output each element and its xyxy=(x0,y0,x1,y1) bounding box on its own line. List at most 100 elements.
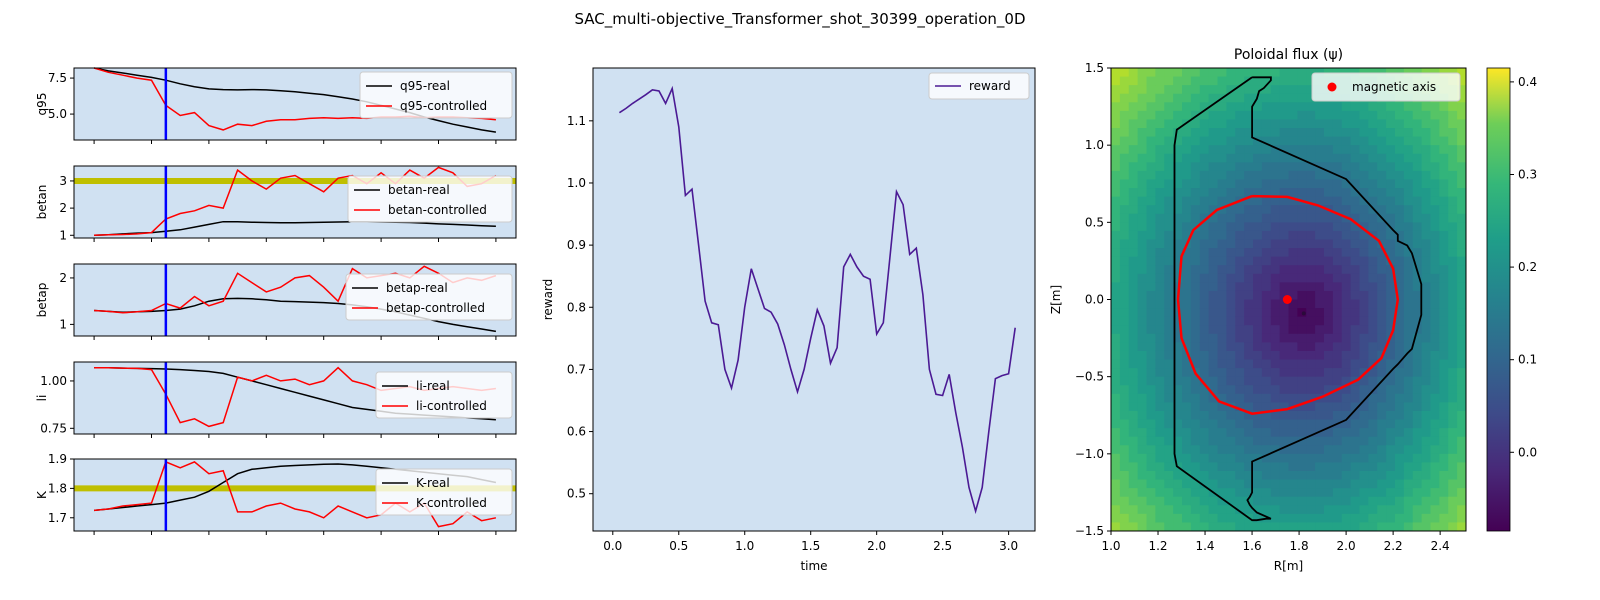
legend-label: q95-real xyxy=(400,79,450,93)
heatmap-cell xyxy=(1244,479,1254,489)
heatmap-cell xyxy=(1164,273,1174,283)
heatmap-cell xyxy=(1297,85,1307,95)
heatmap-cell xyxy=(1164,359,1174,369)
heatmap-cell xyxy=(1350,213,1361,223)
heatmap-cell xyxy=(1457,153,1466,163)
heatmap-cell xyxy=(1421,513,1432,524)
heatmap-cell xyxy=(1119,170,1130,181)
heatmap-cell xyxy=(1244,205,1254,215)
heatmap-cell xyxy=(1137,436,1148,446)
heatmap-cell xyxy=(1208,290,1219,301)
heatmap-cell xyxy=(1395,496,1405,506)
heatmap-cell xyxy=(1173,179,1183,189)
heatmap-cell xyxy=(1350,333,1361,343)
heatmap-cell xyxy=(1403,265,1414,275)
heatmap-cell xyxy=(1403,505,1414,515)
heatmap-cell xyxy=(1421,342,1432,352)
heatmap-cell xyxy=(1235,445,1245,455)
heatmap-cell xyxy=(1368,419,1378,429)
heatmap-cell xyxy=(1199,445,1210,455)
heatmap-cell xyxy=(1182,513,1192,524)
heatmap-cell xyxy=(1412,385,1423,395)
heatmap-cell xyxy=(1235,462,1245,472)
heatmap-cell xyxy=(1155,479,1165,489)
heatmap-cell xyxy=(1208,308,1219,318)
heatmap-cell xyxy=(1190,316,1201,326)
heatmap-cell xyxy=(1235,265,1245,275)
heatmap-cell xyxy=(1279,68,1290,78)
heatmap-cell xyxy=(1235,479,1245,489)
heatmap-cell xyxy=(1448,213,1458,223)
y-tick-label: 7.5 xyxy=(48,71,67,85)
heatmap-cell xyxy=(1253,136,1263,146)
heatmap-cell xyxy=(1430,248,1440,258)
heatmap-cell xyxy=(1119,419,1130,429)
heatmap-cell xyxy=(1155,110,1165,121)
heatmap-cell xyxy=(1128,170,1139,181)
heatmap-cell xyxy=(1155,290,1165,301)
heatmap-cell xyxy=(1439,350,1449,361)
heatmap-cell xyxy=(1412,128,1423,138)
heatmap-cell xyxy=(1359,222,1369,232)
heatmap-cell xyxy=(1111,102,1121,112)
heatmap-cell xyxy=(1395,462,1405,472)
heatmap-cell xyxy=(1182,93,1192,103)
heatmap-cell xyxy=(1279,342,1290,352)
heatmap-cell xyxy=(1190,128,1201,138)
heatmap-cell xyxy=(1288,359,1298,369)
heatmap-cell xyxy=(1226,393,1236,403)
heatmap-cell xyxy=(1137,496,1148,506)
heatmap-cell xyxy=(1288,419,1298,429)
y-tick-label: −1.5 xyxy=(1075,524,1104,538)
heatmap-cell xyxy=(1137,136,1148,146)
heatmap-cell xyxy=(1146,128,1156,138)
heatmap-cell xyxy=(1217,393,1227,403)
heatmap-cell xyxy=(1359,256,1369,266)
heatmap-cell xyxy=(1368,196,1378,206)
heatmap-cell xyxy=(1111,196,1121,206)
heatmap-cell xyxy=(1208,273,1219,283)
heatmap-cell xyxy=(1306,325,1316,335)
heatmap-cell xyxy=(1173,222,1183,232)
heatmap-cell xyxy=(1297,359,1307,369)
heatmap-cell xyxy=(1128,462,1139,472)
heatmap-cell xyxy=(1439,170,1449,181)
heatmap-cell xyxy=(1111,76,1121,86)
heatmap-cell xyxy=(1253,368,1263,378)
heatmap-cell xyxy=(1457,179,1466,189)
heatmap-cell xyxy=(1341,316,1352,326)
heatmap-cell xyxy=(1439,428,1449,438)
y-tick-label: 3 xyxy=(59,174,67,188)
heatmap-cell xyxy=(1359,376,1369,386)
heatmap-cell xyxy=(1377,282,1387,292)
heatmap-cell xyxy=(1279,333,1290,343)
heatmap-cell xyxy=(1377,162,1387,172)
heatmap-cell xyxy=(1261,265,1272,275)
heatmap-cell xyxy=(1253,333,1263,343)
heatmap-cell xyxy=(1377,410,1387,421)
heatmap-cell xyxy=(1199,299,1210,309)
heatmap-cell xyxy=(1315,402,1325,412)
heatmap-cell xyxy=(1288,170,1298,181)
heatmap-cell xyxy=(1173,119,1183,129)
heatmap-cell xyxy=(1297,342,1307,352)
heatmap-cell xyxy=(1270,153,1281,163)
heatmap-cell xyxy=(1208,119,1219,129)
heatmap-cell xyxy=(1386,256,1396,266)
heatmap-cell xyxy=(1146,76,1156,86)
y-tick-label: 1.8 xyxy=(48,481,67,495)
heatmap-cell xyxy=(1359,128,1369,138)
heatmap-cell xyxy=(1146,170,1156,181)
heatmap-cell xyxy=(1244,222,1254,232)
heatmap-cell xyxy=(1190,119,1201,129)
flux-heatmap xyxy=(1111,68,1466,531)
heatmap-cell xyxy=(1386,316,1396,326)
heatmap-cell xyxy=(1190,505,1201,515)
heatmap-cell xyxy=(1164,85,1174,95)
heatmap-cell xyxy=(1297,188,1307,198)
heatmap-cell xyxy=(1190,136,1201,146)
heatmap-cell xyxy=(1421,470,1432,481)
heatmap-cell xyxy=(1448,350,1458,361)
heatmap-cell xyxy=(1288,290,1298,301)
legend-label: reward xyxy=(969,79,1011,93)
